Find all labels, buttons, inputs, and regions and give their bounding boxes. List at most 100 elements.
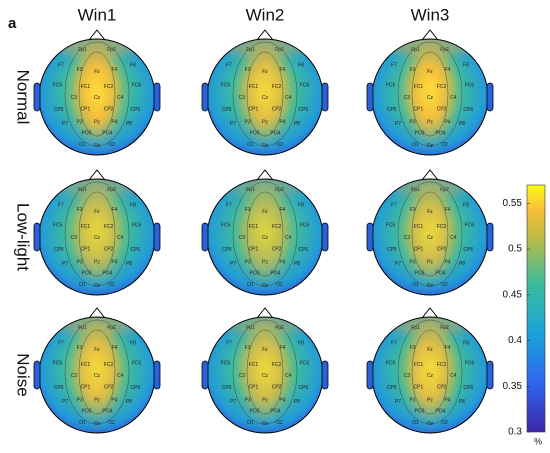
electrode-label: FC6 [132,361,142,367]
electrode-label: CP5 [222,385,232,391]
electrode-label: Fp2 [107,325,116,331]
contour [232,41,298,147]
topomap: Fp1 Fp2 F7 F3 Fz F4 F8 FC5 FC1 FC2 FC6 C3 Cz C4 CP5 CP1… [201,307,329,434]
electrode-label: CP5 [387,247,397,253]
electrode-label: CP1 [249,385,259,391]
electrode-label: F8 [130,202,136,208]
electrode-label: F4 [444,207,450,213]
contour [78,191,116,277]
electrode-label: FC2 [104,224,114,230]
ear [366,360,374,390]
electrode-label: C4 [285,95,292,101]
contour [397,319,463,425]
electrode-label: P3 [410,259,416,265]
electrode-label: F4 [111,67,117,73]
electrode-label: CP1 [249,247,259,253]
electrode-label: FC2 [437,224,447,230]
hot-region [237,179,293,287]
electrode-label: P4 [279,119,285,125]
electrode-label: Cz [427,373,434,379]
electrode-label: Fz [427,347,433,353]
colorbar-tick-label: 0.3 [508,427,522,438]
electrode-label: F4 [111,345,117,351]
electrode-label: Fp2 [275,187,284,193]
colorbar-tick-label: 0.35 [503,381,523,392]
electrode-label: F3 [245,207,251,213]
electrode-label: FC6 [132,223,142,229]
nose [256,29,274,41]
electrode-label: O1 [247,420,254,426]
topomap: Fp1 Fp2 F7 F3 Fz F4 F8 FC5 FC1 FC2 FC6 C3 Cz C4 CP5 CP1… [201,29,329,156]
electrode-label: FC6 [465,83,475,89]
contour [64,181,130,287]
ear [486,360,494,390]
electrode-label: FC2 [272,362,282,368]
electrode-label: CP1 [249,107,259,113]
electrode-label: C4 [117,235,124,241]
row-label: Low-light [14,203,33,271]
hot-frontal [380,317,480,335]
electrode-label: FC2 [104,362,114,368]
electrode-label: CP6 [463,247,473,253]
hot-frontal [215,39,315,57]
contour [397,41,463,147]
electrode-label: O2 [441,282,448,288]
electrode-label: P8 [459,121,465,127]
electrode-label: F4 [111,207,117,213]
electrode-label: P8 [294,399,300,405]
electrode-label: P3 [77,397,83,403]
colorbar-tick-label: 0.5 [508,244,522,255]
electrode-label: F7 [58,202,64,208]
electrode-label: Fz [94,69,100,75]
electrode-label: F7 [226,62,232,68]
electrode-label: PO4 [270,130,280,136]
topomap-fill [39,39,155,155]
electrode-label: P4 [111,259,117,265]
electrode-label: F7 [391,202,397,208]
contour [232,319,298,425]
electrode-label: Pz [94,397,100,403]
contour [411,191,449,277]
electrode-label: Fz [427,209,433,215]
electrode-label: FC6 [300,223,310,229]
hot-region [69,39,125,147]
electrode-label: F8 [463,340,469,346]
electrode-label: FC5 [386,361,396,367]
electrode-label: C4 [117,373,124,379]
electrode-label: F4 [444,345,450,351]
panel-label: a [8,15,17,32]
electrode-label: CP2 [104,247,114,253]
hot-frontal [47,317,147,335]
electrode-label: C4 [117,95,124,101]
electrode-label: P7 [62,121,68,127]
electrode-label: Fp1 [246,47,255,53]
electrode-label: PO4 [102,408,112,414]
hot-region [402,317,458,425]
ear [201,222,209,252]
electrode-label: CP6 [463,385,473,391]
electrode-label: CP2 [104,107,114,113]
electrode-label: FC2 [437,362,447,368]
electrode-label: P3 [410,397,416,403]
electrode-label: F8 [463,62,469,68]
ear [33,222,41,252]
ear [33,82,41,112]
electrode-label: P7 [62,261,68,267]
electrode-label: Fz [262,347,268,353]
electrode-label: F7 [391,62,397,68]
electrode-label: CP1 [81,107,91,113]
nose [421,29,439,41]
electrode-label: CP2 [272,107,282,113]
electrode-label: FC1 [81,84,91,90]
ear [486,82,494,112]
electrode-label: CP1 [414,107,424,113]
electrode-label: CP1 [81,247,91,253]
electrode-label: O2 [276,142,283,148]
electrode-label: P7 [395,399,401,405]
electrode-label: P8 [126,121,132,127]
column-title: Win3 [411,5,450,24]
electrode-label: Pz [94,259,100,265]
electrode-label: F4 [279,67,285,73]
electrode-label: F7 [226,202,232,208]
electrode-label: FC1 [81,224,91,230]
